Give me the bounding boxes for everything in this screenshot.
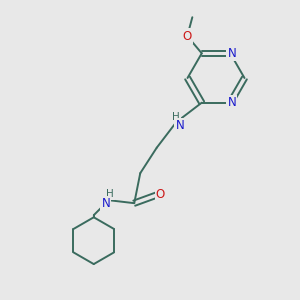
Text: N: N xyxy=(101,197,110,210)
Text: O: O xyxy=(183,30,192,43)
Text: N: N xyxy=(176,119,184,132)
Text: N: N xyxy=(227,96,236,109)
Text: H: H xyxy=(172,112,180,122)
Text: N: N xyxy=(227,47,236,60)
Text: H: H xyxy=(106,189,114,199)
Text: O: O xyxy=(156,188,165,202)
